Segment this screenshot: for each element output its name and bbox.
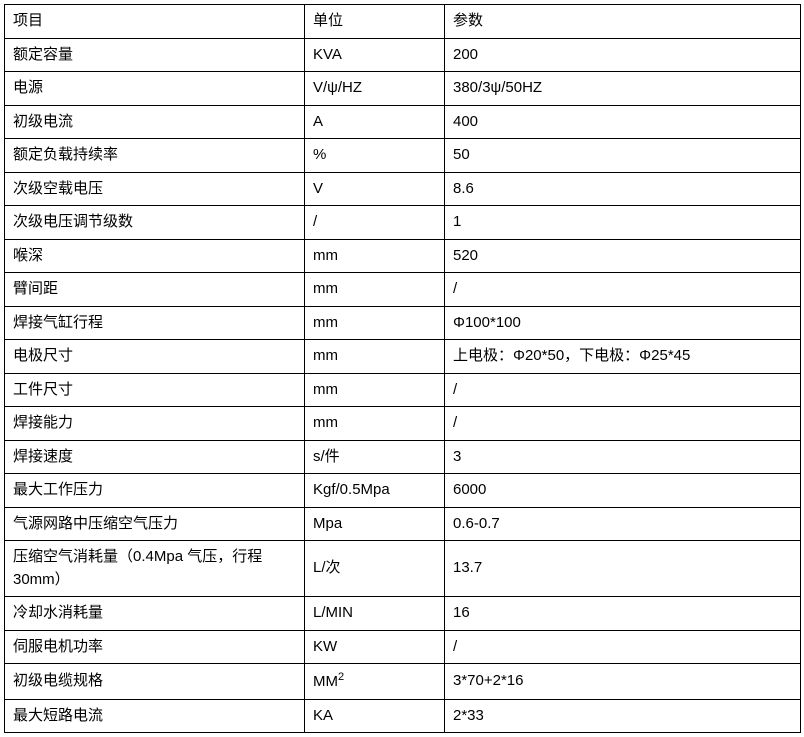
table-row: 额定负载持续率 % 50 [5,139,801,173]
cell-param: 50 [445,139,801,173]
cell-param: 400 [445,105,801,139]
cell-param: 16 [445,597,801,631]
cell-unit: s/件 [305,440,445,474]
table-row: 压缩空气消耗量（0.4Mpa 气压，行程 30mm） L/次 13.7 [5,541,801,597]
cell-item: 次级空载电压 [5,172,305,206]
cell-unit: L/MIN [305,597,445,631]
table-row: 冷却水消耗量 L/MIN 16 [5,597,801,631]
cell-unit: mm [305,273,445,307]
table-row: 最大短路电流 KA 2*33 [5,699,801,733]
table-row: 焊接速度 s/件 3 [5,440,801,474]
cell-item: 压缩空气消耗量（0.4Mpa 气压，行程 30mm） [5,541,305,597]
cell-item: 额定容量 [5,38,305,72]
table-row: 喉深 mm 520 [5,239,801,273]
table-header-row: 项目 单位 参数 [5,5,801,39]
cell-unit: A [305,105,445,139]
cell-unit: KA [305,699,445,733]
cell-item: 工件尺寸 [5,373,305,407]
cell-item: 电源 [5,72,305,106]
cell-item: 电极尺寸 [5,340,305,374]
cell-item: 臂间距 [5,273,305,307]
cell-item: 冷却水消耗量 [5,597,305,631]
cell-item: 焊接速度 [5,440,305,474]
table-row: 最大工作压力 Kgf/0.5Mpa 6000 [5,474,801,508]
table-row: 工件尺寸 mm / [5,373,801,407]
cell-param: / [445,373,801,407]
table-row: 初级电流 A 400 [5,105,801,139]
cell-param: 2*33 [445,699,801,733]
cell-unit: % [305,139,445,173]
cell-item: 额定负载持续率 [5,139,305,173]
table-row: 额定容量 KVA 200 [5,38,801,72]
table-row: 焊接能力 mm / [5,407,801,441]
cell-param: 3 [445,440,801,474]
cell-param: 上电极：Φ20*50，下电极：Φ25*45 [445,340,801,374]
cell-item: 初级电缆规格 [5,664,305,700]
cell-param: / [445,273,801,307]
cell-unit: KVA [305,38,445,72]
cell-unit: L/次 [305,541,445,597]
cell-item: 伺服电机功率 [5,630,305,664]
header-unit: 单位 [305,5,445,39]
cell-item: 焊接气缸行程 [5,306,305,340]
table-row: 次级电压调节级数 / 1 [5,206,801,240]
spec-table: 项目 单位 参数 额定容量 KVA 200 电源 V/ψ/HZ 380/3ψ/5… [4,4,801,733]
table-row: 初级电缆规格 MM2 3*70+2*16 [5,664,801,700]
cell-unit: mm [305,407,445,441]
cell-item: 喉深 [5,239,305,273]
cell-unit: V/ψ/HZ [305,72,445,106]
cell-param: 3*70+2*16 [445,664,801,700]
table-row: 电极尺寸 mm 上电极：Φ20*50，下电极：Φ25*45 [5,340,801,374]
cell-item: 次级电压调节级数 [5,206,305,240]
cell-unit: V [305,172,445,206]
header-param: 参数 [445,5,801,39]
cell-param: 8.6 [445,172,801,206]
cell-item: 最大工作压力 [5,474,305,508]
cell-item: 最大短路电流 [5,699,305,733]
cell-unit: / [305,206,445,240]
cell-unit: MM2 [305,664,445,700]
cell-unit: mm [305,373,445,407]
cell-item: 初级电流 [5,105,305,139]
cell-item: 气源网路中压缩空气压力 [5,507,305,541]
cell-param: 380/3ψ/50HZ [445,72,801,106]
table-row: 次级空载电压 V 8.6 [5,172,801,206]
cell-unit: KW [305,630,445,664]
cell-param: Φ100*100 [445,306,801,340]
cell-param: 200 [445,38,801,72]
header-item: 项目 [5,5,305,39]
cell-item: 焊接能力 [5,407,305,441]
cell-param: / [445,630,801,664]
cell-param: 13.7 [445,541,801,597]
cell-unit: mm [305,306,445,340]
cell-param: / [445,407,801,441]
table-row: 臂间距 mm / [5,273,801,307]
table-row: 电源 V/ψ/HZ 380/3ψ/50HZ [5,72,801,106]
cell-param: 520 [445,239,801,273]
cell-unit: Mpa [305,507,445,541]
cell-param: 6000 [445,474,801,508]
table-row: 伺服电机功率 KW / [5,630,801,664]
cell-unit: mm [305,239,445,273]
cell-unit: Kgf/0.5Mpa [305,474,445,508]
table-row: 气源网路中压缩空气压力 Mpa 0.6-0.7 [5,507,801,541]
cell-param: 1 [445,206,801,240]
cell-unit: mm [305,340,445,374]
table-row: 焊接气缸行程 mm Φ100*100 [5,306,801,340]
cell-param: 0.6-0.7 [445,507,801,541]
